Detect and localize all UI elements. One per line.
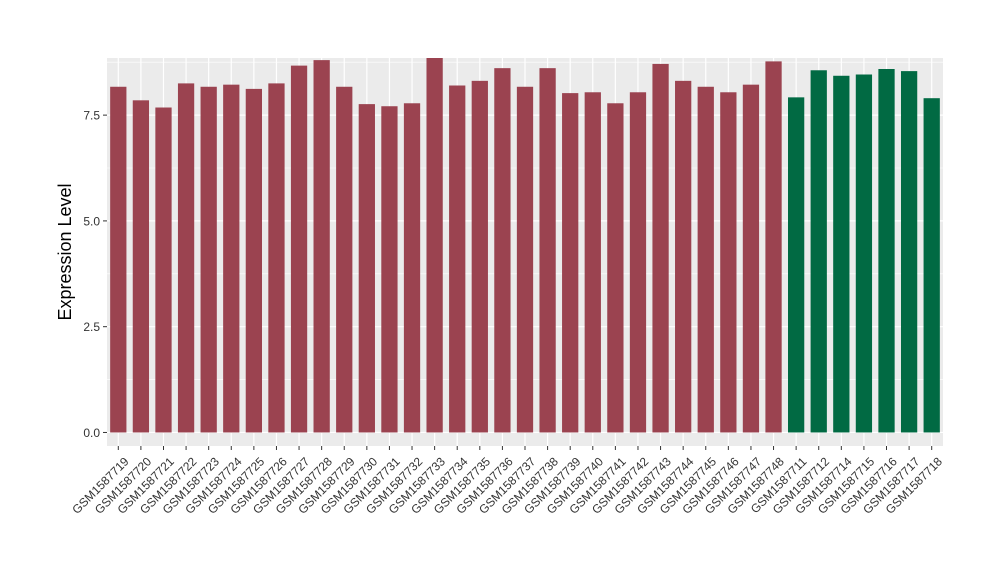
bar-gsm1587741 [607, 103, 624, 433]
bar-gsm1587740 [584, 92, 601, 433]
bar-gsm1587732 [403, 103, 421, 433]
y-axis-title: Expression Level [55, 183, 75, 320]
y-tick-label: 2.5 [83, 320, 100, 334]
bar-gsm1587718 [923, 98, 940, 433]
bar-gsm1587736 [494, 68, 511, 433]
bar-gsm1587728 [313, 60, 330, 433]
bar-gsm1587744 [675, 80, 692, 433]
bar-gsm1587717 [900, 71, 918, 433]
bar-gsm1587746 [720, 92, 737, 433]
bar-gsm1587745 [697, 86, 714, 433]
bar-gsm1587742 [629, 92, 647, 433]
y-tick-label: 0.0 [83, 426, 100, 440]
bar-gsm1587735 [471, 80, 488, 433]
bar-gsm1587720 [132, 100, 150, 433]
x-axis: GSM1587719GSM1587720GSM1587721GSM1587722… [69, 446, 945, 517]
bar-gsm1587715 [855, 74, 873, 433]
y-tick-label: 7.5 [83, 109, 100, 123]
bar-gsm1587743 [652, 63, 669, 433]
bar-gsm1587733 [426, 58, 443, 433]
bar-gsm1587716 [878, 69, 895, 433]
bar-gsm1587725 [245, 88, 262, 433]
y-tick-label: 5.0 [83, 214, 100, 228]
bar-gsm1587714 [833, 75, 850, 433]
bars-group [110, 58, 940, 433]
bar-gsm1587723 [200, 86, 217, 433]
bar-gsm1587719 [110, 86, 127, 433]
bar-gsm1587734 [449, 85, 466, 433]
bar-gsm1587739 [562, 93, 579, 433]
bar-gsm1587727 [290, 65, 308, 433]
bar-gsm1587729 [336, 86, 353, 433]
bar-gsm1587722 [177, 83, 195, 433]
bar-gsm1587721 [155, 107, 172, 433]
bar-gsm1587730 [358, 104, 375, 433]
bar-gsm1587712 [810, 70, 827, 433]
bar-gsm1587737 [516, 86, 534, 433]
bar-gsm1587731 [381, 106, 398, 433]
bar-gsm1587748 [765, 61, 782, 433]
bar-gsm1587726 [268, 83, 285, 433]
bar-gsm1587724 [223, 84, 240, 433]
bar-gsm1587711 [788, 97, 805, 433]
y-axis: 0.0 2.5 5.0 7.5 [83, 109, 107, 440]
bar-gsm1587738 [539, 68, 556, 433]
bar-gsm1587747 [742, 84, 760, 433]
